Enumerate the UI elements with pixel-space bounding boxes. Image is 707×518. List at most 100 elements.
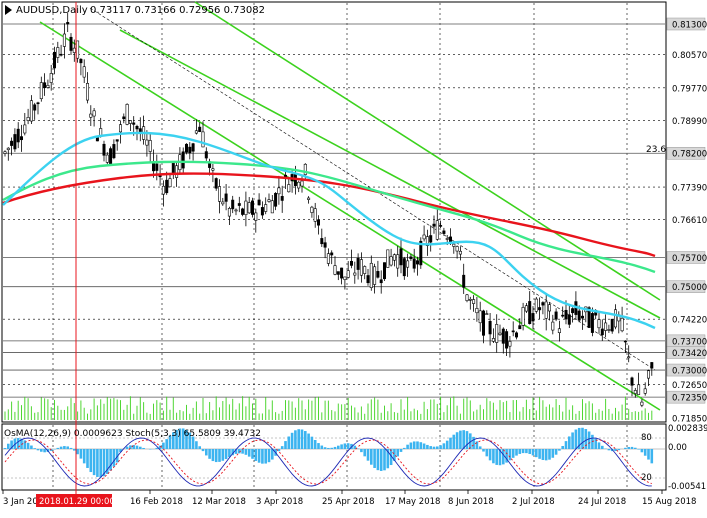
price-label: 0.71850 bbox=[672, 415, 707, 425]
osma-bar bbox=[598, 442, 601, 449]
osma-bar bbox=[644, 449, 647, 456]
candle-body bbox=[261, 207, 263, 215]
osma-bar bbox=[255, 449, 258, 461]
osma-bar bbox=[90, 449, 93, 472]
candle-body bbox=[126, 104, 128, 124]
candle-body bbox=[373, 267, 375, 285]
candle-body bbox=[479, 311, 481, 323]
osma-bar bbox=[436, 446, 439, 449]
candle-body bbox=[172, 163, 174, 174]
osma-bar bbox=[30, 446, 33, 449]
osma-bar bbox=[568, 436, 571, 449]
candle-body bbox=[14, 134, 16, 149]
candle-body bbox=[63, 34, 65, 46]
candle-body bbox=[30, 101, 32, 121]
candle-body bbox=[496, 324, 498, 342]
candle-body bbox=[314, 209, 316, 222]
candle-body bbox=[647, 371, 649, 378]
candle-body bbox=[406, 261, 408, 267]
osma-bar bbox=[307, 434, 310, 449]
osma-bar bbox=[631, 447, 634, 449]
osma-bar bbox=[17, 438, 20, 449]
fibonacci-label: 23.6 bbox=[646, 145, 666, 155]
candle-body bbox=[271, 201, 273, 213]
osma-bar bbox=[370, 449, 373, 465]
osma-bar bbox=[261, 449, 264, 464]
candle-body bbox=[403, 259, 405, 276]
osma-bar bbox=[380, 449, 383, 471]
candle-body bbox=[581, 316, 583, 318]
osma-bar bbox=[225, 449, 228, 459]
candle-body bbox=[212, 169, 214, 171]
osma-bar bbox=[647, 449, 650, 460]
osma-bar bbox=[373, 449, 376, 468]
osma-bar bbox=[532, 449, 535, 455]
candle-body bbox=[433, 224, 435, 226]
candle-body bbox=[446, 238, 448, 239]
osma-bar bbox=[205, 449, 208, 455]
candle-body bbox=[73, 48, 75, 52]
candle-body bbox=[149, 140, 151, 151]
osma-bar bbox=[363, 449, 366, 456]
osma-bar bbox=[202, 449, 205, 451]
candle-body bbox=[199, 127, 201, 132]
osma-bar bbox=[165, 439, 168, 449]
osma-bar bbox=[552, 449, 555, 458]
osma-bar bbox=[614, 449, 617, 451]
osma-bar bbox=[7, 444, 10, 449]
candle-body bbox=[416, 261, 418, 264]
osma-bar bbox=[241, 449, 244, 454]
candle-body bbox=[119, 125, 121, 132]
osma-bar bbox=[63, 446, 66, 449]
price-label: 0.73000 bbox=[672, 367, 707, 377]
candle-body bbox=[321, 238, 323, 243]
osma-bar bbox=[37, 449, 40, 450]
candle-body bbox=[327, 254, 329, 264]
candle-body bbox=[166, 180, 168, 193]
candle-body bbox=[288, 185, 290, 192]
osma-bar bbox=[542, 449, 545, 460]
candle-body bbox=[248, 203, 250, 213]
candle-body bbox=[535, 299, 537, 311]
candle-body bbox=[228, 208, 230, 216]
candle-body bbox=[486, 314, 488, 315]
osma-bar bbox=[195, 441, 198, 449]
osma-bar bbox=[456, 432, 459, 449]
candle-body bbox=[113, 144, 115, 157]
candle-body bbox=[436, 221, 438, 240]
candle-body bbox=[37, 103, 39, 104]
osma-bar bbox=[76, 449, 79, 454]
osma-bar bbox=[99, 449, 102, 477]
candle-body bbox=[509, 341, 511, 346]
candle-body bbox=[532, 313, 534, 321]
date-label: 16 Feb 2018 bbox=[130, 497, 183, 507]
osma-bar bbox=[565, 441, 568, 449]
osma-bar bbox=[509, 449, 512, 460]
candle-body bbox=[443, 231, 445, 234]
osma-bar bbox=[264, 449, 267, 464]
osma-bar bbox=[43, 449, 46, 452]
candle-body bbox=[562, 315, 564, 316]
osma-bar bbox=[142, 448, 145, 449]
price-label: 0.73420 bbox=[672, 349, 707, 359]
osma-bar bbox=[637, 449, 640, 450]
osma-bar bbox=[535, 449, 538, 457]
candle-body bbox=[225, 194, 227, 202]
osma-bar bbox=[413, 441, 416, 449]
candle-body bbox=[109, 149, 111, 165]
candle-body bbox=[43, 83, 45, 88]
date-label: 15 Aug 2018 bbox=[642, 497, 696, 507]
oscillator-axis-label: 80 bbox=[641, 433, 652, 443]
candle-body bbox=[529, 301, 531, 323]
candle-body bbox=[383, 263, 385, 279]
osma-bar bbox=[360, 449, 363, 452]
candle-body bbox=[311, 207, 313, 212]
candle-body bbox=[522, 307, 524, 325]
osma-bar bbox=[641, 449, 644, 452]
osma-bar bbox=[324, 447, 327, 449]
osma-bar bbox=[383, 449, 386, 470]
candle-body bbox=[377, 271, 379, 277]
candle-body bbox=[189, 147, 191, 153]
